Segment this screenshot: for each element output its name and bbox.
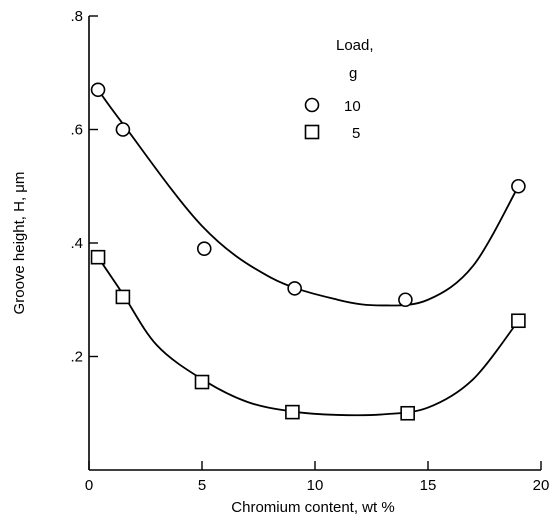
x-axis-title: Chromium content, wt % (231, 499, 394, 516)
legend-circle-marker (304, 97, 320, 113)
series-10-point (511, 178, 526, 194)
series-10-point (196, 241, 212, 256)
legend: Load, g 10 5 (304, 37, 374, 142)
series-10-curve (97, 89, 520, 307)
series-10-point (287, 281, 302, 296)
legend-square-marker (304, 124, 320, 140)
x-axis-ticks: 0 5 10 15 20 (85, 461, 550, 494)
legend-label-10: 10 (344, 98, 361, 115)
legend-title-line2: g (349, 65, 357, 82)
data-markers (90, 82, 526, 421)
y-axis-title: Groove height, H, μm (11, 172, 28, 315)
series-10-point (90, 82, 106, 98)
x-tick-label: 20 (533, 477, 550, 494)
y-tick-label: .2 (70, 349, 83, 366)
y-tick-label: .4 (70, 235, 83, 252)
legend-title-line1: Load, (336, 37, 374, 54)
series-5-point (285, 404, 300, 420)
series-5-point (194, 374, 210, 390)
y-axis-ticks: .2 .4 .6 .8 (70, 8, 98, 366)
series-5-point (115, 289, 131, 305)
series-5-curve (97, 256, 520, 417)
y-tick-label: .8 (70, 8, 83, 25)
series-5-point (90, 249, 106, 265)
x-tick-label: 15 (420, 477, 437, 494)
x-tick-label: 10 (307, 477, 324, 494)
series-5-point (511, 313, 526, 329)
x-tick-label: 5 (198, 477, 206, 494)
series-10-point (115, 122, 131, 137)
series-5-point (400, 405, 415, 421)
series-10-point (398, 292, 413, 308)
legend-label-5: 5 (352, 125, 360, 142)
y-tick-label: .6 (70, 122, 83, 139)
x-tick-label: 0 (85, 477, 93, 494)
